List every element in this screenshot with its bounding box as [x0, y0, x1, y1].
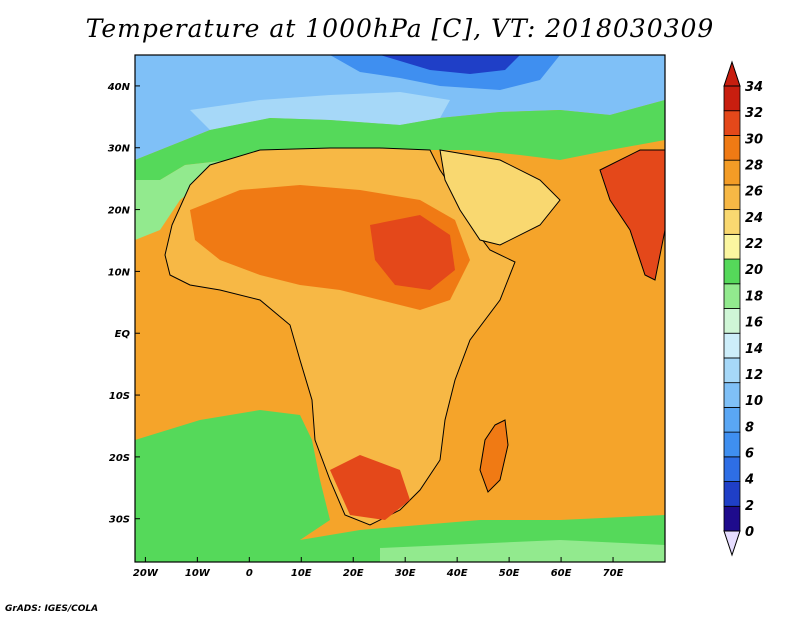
- colorbar-swatch: [723, 456, 741, 482]
- lat-tick-label: 40N: [107, 82, 131, 93]
- lon-tick-label: 40E: [446, 568, 468, 579]
- colorbar-tick-label: 20: [745, 263, 763, 278]
- madagascar-field: [479, 419, 509, 493]
- lon-tick-label: 50E: [499, 568, 520, 579]
- colorbar-tick-label: 22: [745, 237, 763, 252]
- colorbar-tick-label: 0: [745, 525, 754, 540]
- colorbar-tick-label: 2: [745, 499, 754, 514]
- arabia-land-field: [439, 149, 561, 246]
- north-africa-light-green-field: [135, 160, 230, 240]
- southern-ocean-light-green-field: [380, 540, 665, 562]
- south-atlantic-green-field: [135, 410, 330, 550]
- lon-tick-label: 10W: [185, 568, 211, 579]
- colorbar-swatch: [723, 431, 741, 458]
- india-land-field: [599, 149, 665, 281]
- latitude-ticks: 40N 30N 20N 10N EQ 10S 20S 30S: [107, 82, 140, 526]
- lat-tick-label: 30S: [109, 515, 130, 526]
- mediterranean-field: [190, 92, 450, 130]
- lon-tick-label: 20E: [343, 568, 364, 579]
- lat-tick-label: EQ: [115, 329, 131, 340]
- map-title: Temperature at 1000hPa [C], VT: 20180303…: [85, 14, 715, 43]
- colorbar-swatch: [723, 233, 741, 260]
- colorbar-tick-label: 18: [745, 289, 763, 304]
- colorbar-tick-label: 26: [745, 185, 763, 200]
- colorbar-tick-label: 8: [745, 420, 754, 435]
- colorbar-tick-label: 32: [745, 106, 763, 121]
- colorbar-tick-label: 34: [745, 80, 763, 95]
- longitude-ticks: 20W 10W 0 10E 20E 30E 40E 50E 60E 70E: [133, 557, 624, 579]
- southern-africa-hot-field: [330, 455, 410, 520]
- colorbar-tick-label: 12: [745, 368, 763, 383]
- colorbar-tick-label: 30: [745, 132, 763, 147]
- africa-hottest-field: [370, 215, 455, 290]
- colorbar-swatch: [723, 209, 741, 235]
- lon-tick-label: 30E: [395, 568, 416, 579]
- colorbar-swatch: [723, 110, 741, 136]
- lon-tick-label: 70E: [603, 568, 624, 579]
- europe-coldest-field: [380, 55, 520, 74]
- colorbar-swatch: [723, 308, 741, 334]
- lat-tick-label: 10S: [109, 391, 130, 402]
- lon-tick-label: 60E: [551, 568, 572, 579]
- colorbar-swatch: [723, 332, 741, 359]
- colorbar-swatch: [723, 505, 741, 532]
- colorbar-under-triangle: [723, 530, 741, 557]
- lat-tick-label: 20S: [109, 453, 130, 464]
- grads-credit: GrADS: IGES/COLA: [5, 604, 99, 614]
- colorbar-over-triangle: [723, 60, 741, 87]
- colorbar-swatch: [723, 184, 741, 211]
- lat-tick-label: 10N: [108, 267, 131, 278]
- colorbar-swatch: [723, 357, 741, 384]
- lat-tick-label: 20N: [108, 206, 131, 217]
- lon-tick-label: 20W: [133, 568, 159, 579]
- colorbar-swatch: [723, 135, 741, 161]
- lon-tick-label: 10E: [291, 568, 312, 579]
- colorbar-tick-label: 28: [745, 159, 763, 174]
- colorbar-tick-label: 6: [745, 446, 754, 461]
- colorbar-tick-label: 16: [745, 316, 763, 331]
- lon-tick-label: 0: [246, 568, 253, 579]
- north-africa-green-field: [135, 100, 665, 180]
- colorbar-swatch: [723, 85, 741, 112]
- colorbar-swatch: [723, 481, 741, 507]
- map-plot-area: [135, 55, 665, 562]
- colorbar-swatch: [723, 406, 741, 433]
- colorbar-swatch: [723, 159, 741, 186]
- lat-tick-label: 30N: [108, 144, 131, 155]
- colorbar-swatch: [723, 283, 741, 309]
- colorbar-tick-label: 4: [744, 473, 754, 488]
- colorbar-swatch: [723, 258, 741, 285]
- colorbar-swatch: [723, 382, 741, 408]
- colorbar-tick-label: 14: [745, 342, 763, 357]
- colorbar-tick-label: 24: [745, 211, 763, 226]
- plot-frame: [134, 54, 666, 563]
- colorbar-tick-label: 10: [745, 394, 763, 409]
